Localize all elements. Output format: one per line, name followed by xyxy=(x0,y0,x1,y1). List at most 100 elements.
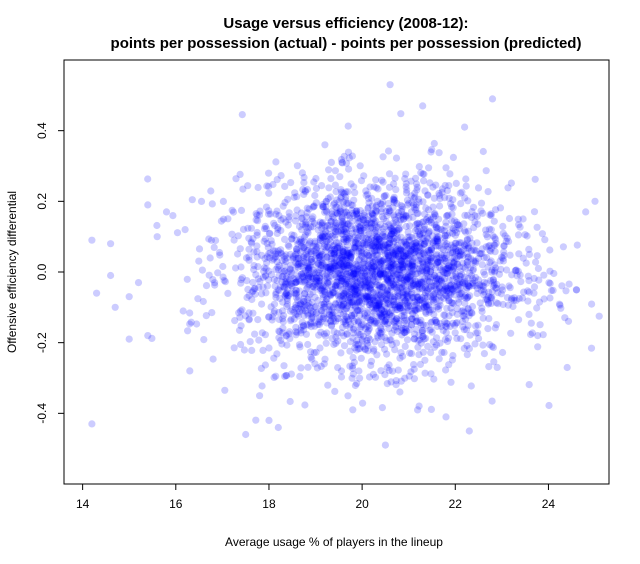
data-point xyxy=(390,196,398,204)
data-point xyxy=(315,318,323,326)
data-point xyxy=(514,231,523,239)
data-point xyxy=(332,228,340,236)
data-point xyxy=(334,337,342,345)
data-point xyxy=(337,283,345,291)
data-point xyxy=(379,257,387,265)
data-point xyxy=(572,286,581,294)
data-point xyxy=(383,212,391,220)
data-point xyxy=(349,329,357,337)
data-point xyxy=(340,226,348,234)
data-point xyxy=(426,249,434,257)
data-point xyxy=(368,220,376,228)
data-point xyxy=(342,228,350,236)
data-point xyxy=(321,243,329,251)
data-point xyxy=(274,250,282,258)
data-point xyxy=(245,315,253,323)
data-point xyxy=(262,225,270,233)
data-point xyxy=(275,315,283,324)
data-point xyxy=(270,307,278,315)
data-point xyxy=(274,266,283,274)
data-point xyxy=(439,254,447,262)
data-point xyxy=(292,212,300,220)
data-point xyxy=(259,283,267,291)
data-point xyxy=(339,230,347,238)
data-point xyxy=(395,283,403,291)
data-point xyxy=(416,336,424,344)
data-point xyxy=(396,388,404,396)
data-point xyxy=(462,182,470,190)
data-point xyxy=(228,206,236,214)
data-point xyxy=(341,317,349,325)
data-point xyxy=(392,323,400,331)
data-point xyxy=(329,285,337,294)
data-point xyxy=(188,196,196,204)
data-point xyxy=(547,286,556,295)
data-point xyxy=(413,225,421,233)
data-point xyxy=(501,232,509,240)
data-point xyxy=(419,263,427,271)
data-point xyxy=(489,282,497,290)
data-point xyxy=(337,221,345,229)
data-point xyxy=(436,289,444,297)
data-point xyxy=(414,209,422,217)
data-point xyxy=(325,184,333,192)
data-point xyxy=(292,303,300,311)
data-point xyxy=(334,364,342,372)
data-point xyxy=(445,312,453,320)
x-tick-label: 24 xyxy=(542,497,556,511)
data-point xyxy=(400,237,408,245)
data-point xyxy=(377,220,385,229)
data-point xyxy=(363,267,371,275)
data-point xyxy=(334,209,342,217)
data-point xyxy=(424,239,432,247)
data-point xyxy=(274,423,282,432)
data-point xyxy=(356,277,364,285)
data-point xyxy=(384,266,392,274)
data-point xyxy=(298,273,306,281)
data-point xyxy=(297,329,305,337)
data-point xyxy=(134,279,143,287)
data-point xyxy=(420,240,428,248)
data-point xyxy=(286,275,294,284)
data-point xyxy=(236,307,245,315)
data-point xyxy=(320,230,328,238)
data-point xyxy=(437,323,445,331)
data-point xyxy=(349,364,357,373)
data-point xyxy=(420,249,428,257)
data-point xyxy=(302,218,310,226)
data-point xyxy=(312,310,320,318)
data-point xyxy=(439,245,447,253)
data-point xyxy=(306,239,314,247)
data-point xyxy=(424,301,432,309)
data-point xyxy=(390,227,398,235)
data-point xyxy=(473,212,481,220)
data-point xyxy=(375,301,383,309)
data-point xyxy=(414,296,422,304)
data-point xyxy=(224,215,232,223)
data-point xyxy=(319,284,327,292)
data-point xyxy=(495,270,503,278)
data-point xyxy=(437,244,445,252)
data-point xyxy=(408,245,416,253)
data-point xyxy=(394,303,402,311)
data-point xyxy=(410,365,418,373)
data-point xyxy=(421,284,429,292)
data-point xyxy=(362,278,371,286)
data-point xyxy=(317,318,325,326)
data-point xyxy=(299,269,307,278)
data-point xyxy=(282,218,290,226)
data-point xyxy=(254,217,262,225)
data-point xyxy=(309,313,317,321)
data-point xyxy=(460,308,468,316)
data-point xyxy=(245,253,253,261)
data-point xyxy=(297,326,305,334)
data-point xyxy=(465,345,473,353)
data-point xyxy=(328,283,336,291)
data-point xyxy=(347,201,355,209)
data-point xyxy=(301,301,309,309)
data-point xyxy=(296,343,304,351)
data-point xyxy=(485,225,493,233)
data-point xyxy=(467,382,475,390)
data-point xyxy=(368,247,376,255)
data-point xyxy=(314,249,322,257)
